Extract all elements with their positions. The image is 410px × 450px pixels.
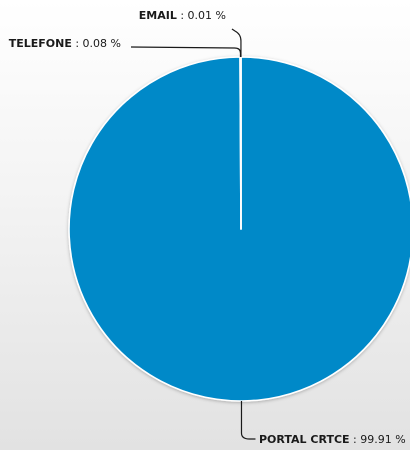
data-label-value: 0.01 % <box>188 9 226 22</box>
data-label-telefone: TELEFONE : 0.08 % <box>9 37 121 50</box>
data-label-value: 99.91 % <box>360 433 405 446</box>
pie-labels: PORTAL CRTCE : 99.91 % TELEFONE : 0.08 % E… <box>9 9 406 446</box>
data-label-separator: : <box>72 37 83 50</box>
pie-slice-portal-crtce[interactable] <box>68 56 410 402</box>
data-label-email: EMAIL : 0.01 % <box>139 9 226 22</box>
data-label-portal-crtce: PORTAL CRTCE : 99.91 % <box>259 433 406 446</box>
pie-slices <box>68 56 410 402</box>
data-label-category: PORTAL CRTCE <box>259 433 350 446</box>
leader-line-telefone <box>130 46 242 58</box>
leader-line-email <box>231 28 242 57</box>
data-label-separator: : <box>177 9 188 22</box>
data-label-category: EMAIL <box>139 9 177 22</box>
leader-line-portal-crtce <box>240 400 256 440</box>
data-label-value: 0.08 % <box>83 37 121 50</box>
data-label-separator: : <box>350 433 361 446</box>
data-label-category: TELEFONE <box>9 37 72 50</box>
